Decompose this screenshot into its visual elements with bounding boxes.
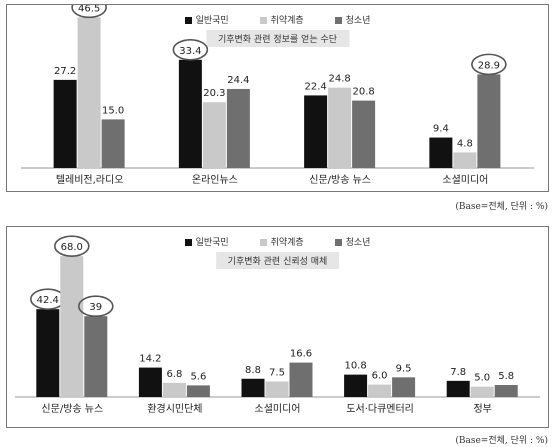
highlight-circle-vulnerable-group-1 (71, 5, 107, 19)
legend-swatch-youth (334, 17, 342, 24)
data-label-general-public-4: 9.4 (433, 124, 449, 135)
chart-2-legend: 일반국민 취약계층 청소년 (7, 235, 548, 248)
legend-swatch-youth (334, 239, 342, 246)
category-label-4: 도서·다큐멘터리 (346, 403, 414, 415)
bar-youth-4 (392, 377, 416, 397)
highlight-circle-vulnerable-group-1 (54, 235, 90, 257)
data-label-youth-5: 5.8 (498, 371, 514, 382)
legend-item-youth: 청소년 (334, 235, 371, 248)
chart-panel-information-sources: 일반국민 취약계층 청소년 기후변화 관련 정보를 얻는 수단 27.2 46.5… (6, 4, 549, 192)
data-label-youth-1: 39 (89, 302, 102, 313)
data-label-youth-4: 9.5 (396, 363, 412, 374)
bar-youth-3 (352, 100, 376, 168)
legend-label-vulnerable-group: 취약계층 (270, 16, 304, 26)
legend-swatch-general-public (184, 239, 192, 246)
data-label-youth-2: 24.4 (227, 75, 249, 86)
category-label-1: 신문/방송 뉴스 (41, 403, 103, 415)
highlight-circle-youth-4 (471, 53, 507, 76)
highlight-circle-youth-1 (78, 295, 114, 318)
bar-youth-2 (226, 88, 250, 168)
legend-item-vulnerable-group: 취약계층 (259, 235, 304, 248)
chart-1-legend: 일반국민 취약계층 청소년 (7, 13, 548, 26)
bar-general-public-2 (138, 367, 162, 397)
data-label-youth-3: 16.6 (290, 349, 312, 360)
legend-label-vulnerable-group: 취약계층 (270, 238, 304, 248)
bar-general-public-2 (178, 59, 202, 169)
bar-vulnerable-group-3 (328, 87, 352, 168)
data-label-vulnerable-group-4: 6.0 (372, 371, 388, 382)
data-label-youth-3: 20.8 (352, 87, 374, 98)
data-label-general-public-2: 33.4 (179, 46, 201, 57)
bar-vulnerable-group-2 (162, 382, 186, 397)
category-label-4: 소셜미디어 (442, 174, 488, 186)
category-label-1: 텔레비전,라디오 (56, 174, 124, 186)
chart-1-base-note: (Base=전체, 단위 : %) (455, 202, 548, 212)
data-label-vulnerable-group-2: 6.8 (166, 369, 182, 380)
data-label-general-public-1: 42.4 (37, 295, 59, 306)
data-label-vulnerable-group-1: 68.0 (61, 242, 83, 253)
data-label-vulnerable-group-5: 5.0 (474, 373, 490, 384)
legend-swatch-general-public (184, 17, 192, 24)
category-label-2: 온라인뉴스 (192, 174, 238, 186)
category-label-3: 신문/방송 뉴스 (309, 174, 371, 186)
bar-vulnerable-group-2 (202, 102, 226, 168)
legend-swatch-vulnerable-group (259, 17, 267, 24)
legend-label-youth: 청소년 (345, 16, 371, 26)
data-label-general-public-4: 10.8 (344, 361, 366, 372)
bar-youth-1 (101, 119, 125, 168)
bar-general-public-4 (344, 374, 368, 397)
legend-item-general-public: 일반국민 (184, 235, 229, 248)
bar-general-public-4 (429, 137, 453, 168)
legend-label-youth: 청소년 (345, 238, 371, 248)
legend-item-youth: 청소년 (334, 13, 371, 26)
highlight-circle-general-public-2 (172, 38, 209, 61)
category-label-3: 소셜미디어 (255, 403, 301, 415)
bar-general-public-3 (241, 378, 265, 397)
data-label-youth-4: 28.9 (478, 60, 500, 71)
data-label-vulnerable-group-2: 20.3 (203, 88, 225, 99)
data-label-vulnerable-group-3: 7.5 (269, 367, 285, 378)
legend-swatch-vulnerable-group (259, 239, 267, 246)
data-label-general-public-2: 14.2 (139, 354, 161, 365)
bar-youth-5 (494, 384, 518, 397)
bar-general-public-5 (446, 380, 470, 397)
data-label-general-public-5: 7.8 (450, 367, 466, 378)
legend-label-general-public: 일반국민 (195, 16, 229, 26)
category-label-5: 정부 (473, 403, 491, 415)
data-label-vulnerable-group-1: 46.5 (78, 5, 100, 14)
bar-general-public-1 (36, 309, 60, 397)
bar-vulnerable-group-3 (265, 381, 289, 397)
bar-vulnerable-group-4 (453, 152, 477, 168)
bar-vulnerable-group-1 (60, 256, 84, 397)
bar-youth-4 (477, 74, 501, 168)
bar-vulnerable-group-4 (368, 384, 392, 397)
data-label-general-public-3: 22.4 (304, 81, 326, 92)
data-label-general-public-3: 8.8 (245, 365, 261, 376)
chart-panel-trusted-media: 일반국민 취약계층 청소년 기후변화 관련 신뢰성 매체 42.4 68.0 39 신… (6, 226, 549, 428)
data-label-general-public-1: 27.2 (54, 66, 76, 77)
data-label-youth-2: 5.6 (190, 371, 206, 382)
chart-2-plot: 42.4 68.0 39 신문/방송 뉴스 14.2 6.8 5.6 환경시민단체 8.8 7.5… (15, 235, 540, 415)
bar-general-public-3 (304, 95, 328, 168)
legend-label-general-public: 일반국민 (195, 238, 229, 248)
bar-vulnerable-group-5 (470, 386, 494, 397)
data-label-vulnerable-group-3: 24.8 (328, 74, 350, 85)
chart-2-title: 기후변화 관련 신뢰성 매체 (215, 252, 340, 269)
data-label-vulnerable-group-4: 4.8 (457, 138, 473, 149)
chart-1-plot: 27.2 46.5 15.0 텔레비전,라디오 33.4 20.324.4 온라인뉴스 22.… (21, 5, 534, 186)
bar-youth-1 (84, 316, 108, 397)
chart-2-base-note: (Base=전체, 단위 : %) (455, 436, 548, 446)
bar-youth-2 (186, 385, 210, 397)
data-label-youth-1: 15.0 (102, 105, 124, 116)
chart-1-title: 기후변화 관련 정보를 얻는 수단 (205, 30, 350, 47)
bar-youth-3 (289, 362, 313, 397)
legend-item-general-public: 일반국민 (184, 13, 229, 26)
bar-vulnerable-group-1 (77, 17, 101, 169)
category-label-2: 환경시민단체 (147, 402, 202, 415)
legend-item-vulnerable-group: 취약계층 (259, 13, 304, 26)
bar-general-public-1 (53, 79, 77, 168)
